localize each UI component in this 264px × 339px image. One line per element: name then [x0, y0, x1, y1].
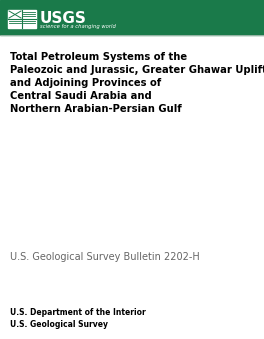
Text: Paleozoic and Jurassic, Greater Ghawar Uplift: Paleozoic and Jurassic, Greater Ghawar U…: [10, 65, 264, 75]
Bar: [8, 10, 36, 28]
Bar: [0, 0, 264, 35]
Text: USGS: USGS: [40, 11, 87, 26]
Text: U.S. Geological Survey Bulletin 2202-H: U.S. Geological Survey Bulletin 2202-H: [10, 252, 200, 262]
Text: U.S. Geological Survey: U.S. Geological Survey: [10, 320, 108, 329]
Text: and Adjoining Provinces of: and Adjoining Provinces of: [10, 78, 161, 88]
Text: U.S. Department of the Interior: U.S. Department of the Interior: [10, 308, 146, 317]
Text: Central Saudi Arabia and: Central Saudi Arabia and: [10, 91, 152, 101]
Text: Total Petroleum Systems of the: Total Petroleum Systems of the: [10, 52, 187, 62]
Text: Northern Arabian-Persian Gulf: Northern Arabian-Persian Gulf: [10, 104, 182, 114]
Text: science for a changing world: science for a changing world: [40, 24, 116, 29]
